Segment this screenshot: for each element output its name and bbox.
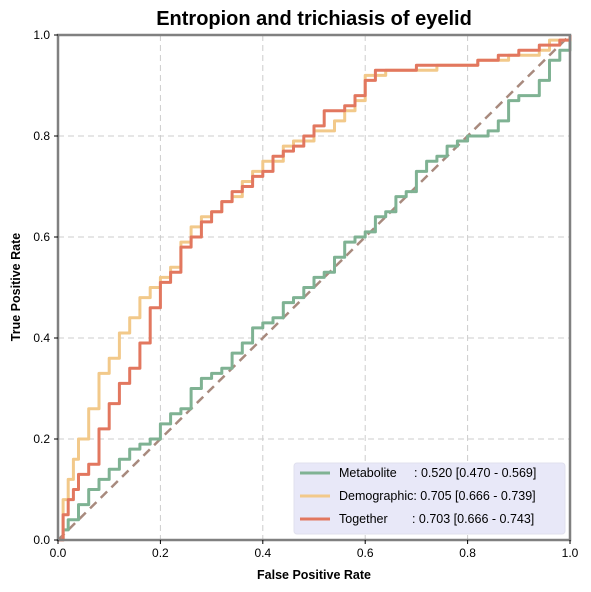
x-tick-label: 0.6: [357, 546, 374, 560]
legend-box: [293, 462, 566, 535]
legend-label-demographic: Demographic: 0.705 [0.666 - 0.739]: [339, 489, 536, 503]
series-layer: [58, 35, 572, 542]
axis-ticks: 0.0 0.2 0.4 0.6 0.8 1.0 0.0 0.2 0.4 0.6 0.8 1.0: [33, 28, 578, 560]
legend-label-metabolite: Metabolite : 0.520 [0.470 - 0.569]: [339, 466, 536, 480]
x-tick-label: 0.8: [459, 546, 476, 560]
series-line-together: [58, 35, 572, 542]
series-line-metabolite: [58, 35, 572, 542]
y-tick-label: 0.6: [33, 230, 50, 244]
x-tick-label: 0.2: [152, 546, 169, 560]
legend-label-together: Together : 0.703 [0.666 - 0.743]: [339, 512, 534, 526]
legend: Metabolite : 0.520 [0.470 - 0.569] Demogr…: [293, 462, 566, 535]
y-tick-label: 0.0: [33, 533, 50, 547]
y-tick-label: 0.8: [33, 129, 50, 143]
chart-title: Entropion and trichiasis of eyelid: [156, 8, 472, 30]
y-tick-label: 0.2: [33, 432, 50, 446]
x-axis-label: False Positive Rate: [257, 568, 371, 582]
x-tick-label: 1.0: [562, 546, 579, 560]
y-tick-label: 1.0: [33, 28, 50, 42]
x-tick-label: 0.0: [50, 546, 67, 560]
y-tick-label: 0.4: [33, 331, 50, 345]
plot-frame: [56, 33, 572, 542]
y-axis-label: True Positive Rate: [9, 233, 23, 341]
x-tick-label: 0.4: [254, 546, 271, 560]
